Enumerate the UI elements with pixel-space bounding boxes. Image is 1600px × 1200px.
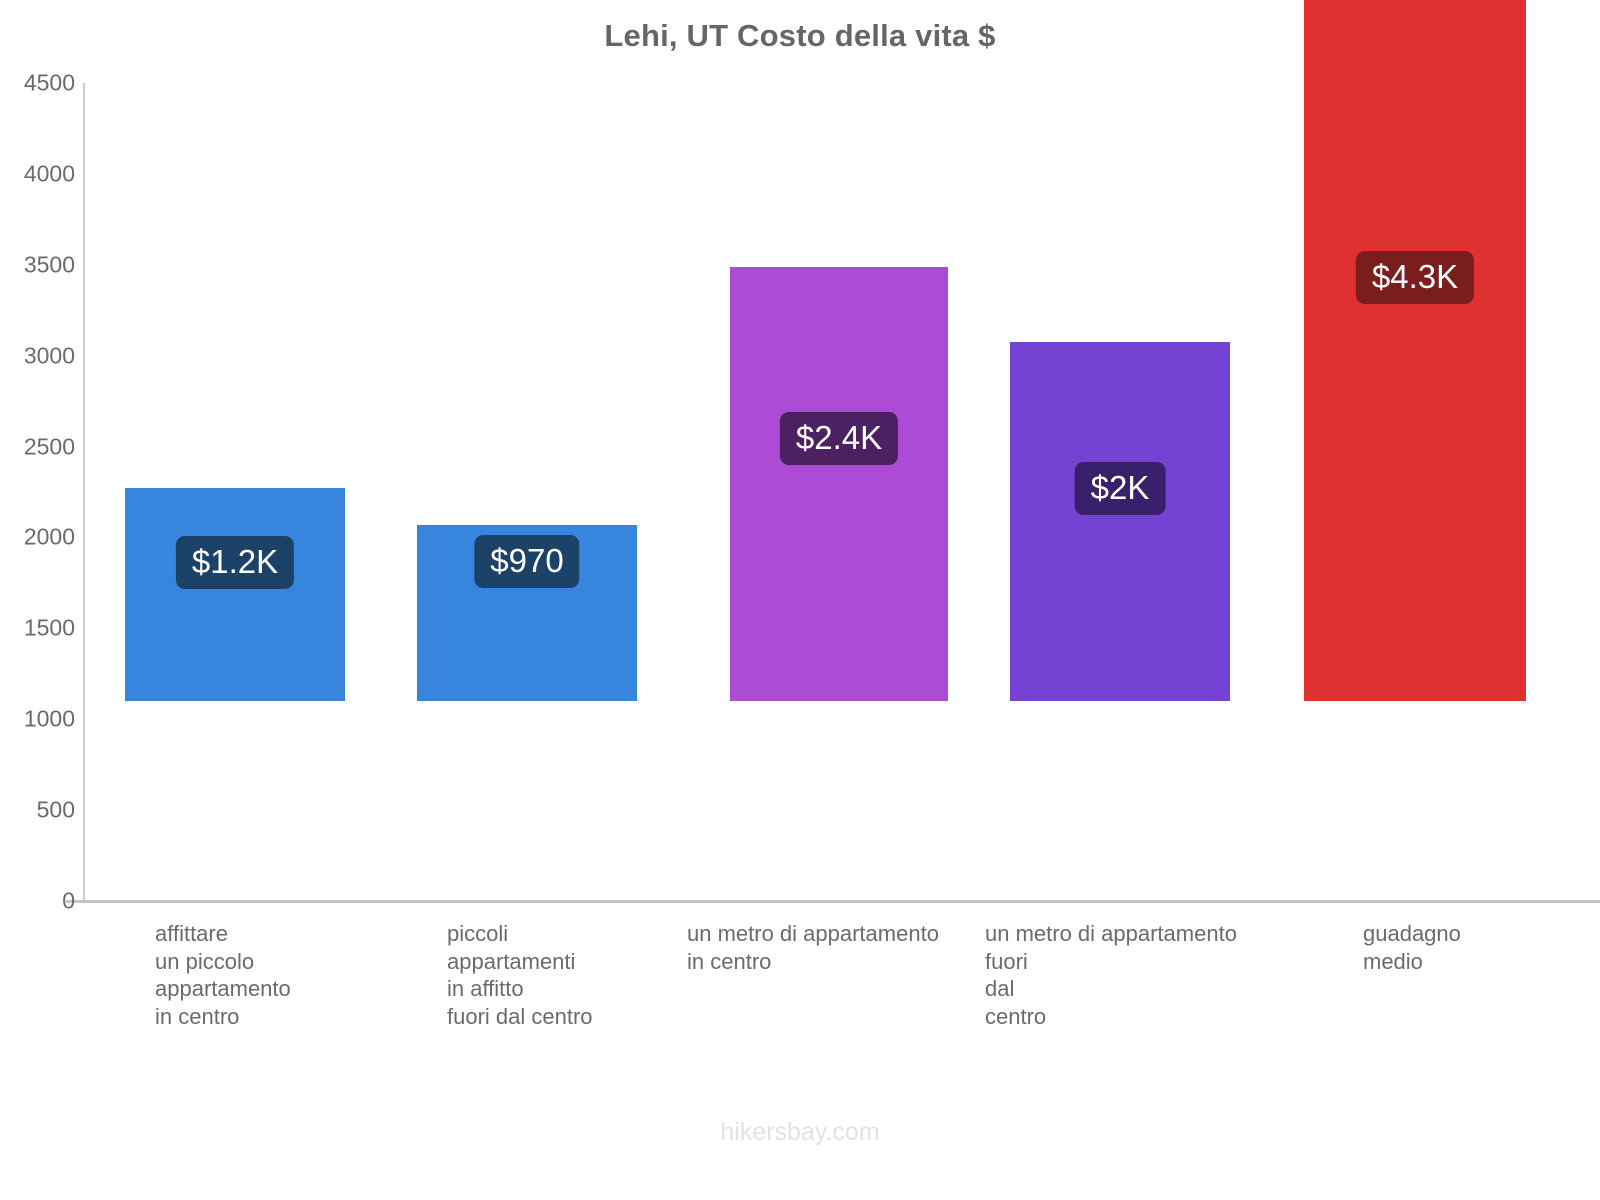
y-axis-tick-label: 1000 <box>23 705 75 732</box>
x-axis-category-label: un metro di appartamento in centro <box>687 921 939 974</box>
y-axis-tick-label: 4500 <box>23 69 75 96</box>
y-axis-tick-mark <box>77 900 85 902</box>
y-axis-tick-label: 4000 <box>23 160 75 187</box>
x-axis-line <box>66 900 1600 903</box>
y-axis-tick-label: 1500 <box>23 614 75 641</box>
bar[interactable]: $2K <box>1010 342 1230 701</box>
watermark: hikersbay.com <box>720 1118 880 1146</box>
y-axis-tick-label: 3500 <box>23 251 75 278</box>
bar[interactable]: $2.4K <box>730 266 948 701</box>
plot-area: 4500 4000 3500 3000 2500 2000 1500 1000 500 0 $1.… <box>23 0 1600 914</box>
bar-value-label: $2.4K <box>779 411 899 465</box>
bar-value-label: $4.3K <box>1355 250 1475 304</box>
y-axis-tick-label: 3000 <box>23 342 75 369</box>
bar-value-label: $2K <box>1074 462 1166 515</box>
y-axis-tick-label: 500 <box>36 796 75 823</box>
x-axis-category-label: un metro di appartamento fuori dal centr… <box>985 921 1237 1029</box>
x-axis-category-label: affittare un piccolo appartamento in cen… <box>155 921 291 1029</box>
bar[interactable]: $970 <box>417 524 637 701</box>
x-axis-category-label: guadagno medio <box>1363 921 1461 974</box>
x-axis-category-label: piccoli appartamenti in affitto fuori da… <box>447 921 593 1029</box>
y-axis-tick-label: 0 <box>62 887 75 914</box>
bar-value-label: $970 <box>474 534 580 588</box>
y-axis-tick-label: 2500 <box>23 433 75 460</box>
y-axis-tick-label: 2000 <box>23 523 75 550</box>
y-axis-line <box>83 83 85 901</box>
bar[interactable]: $1.2K <box>125 488 345 701</box>
bar[interactable]: $4.3K <box>1304 0 1526 701</box>
bar-value-label: $1.2K <box>175 536 295 590</box>
page-title: Lehi, UT Costo della vita $ <box>604 18 996 53</box>
